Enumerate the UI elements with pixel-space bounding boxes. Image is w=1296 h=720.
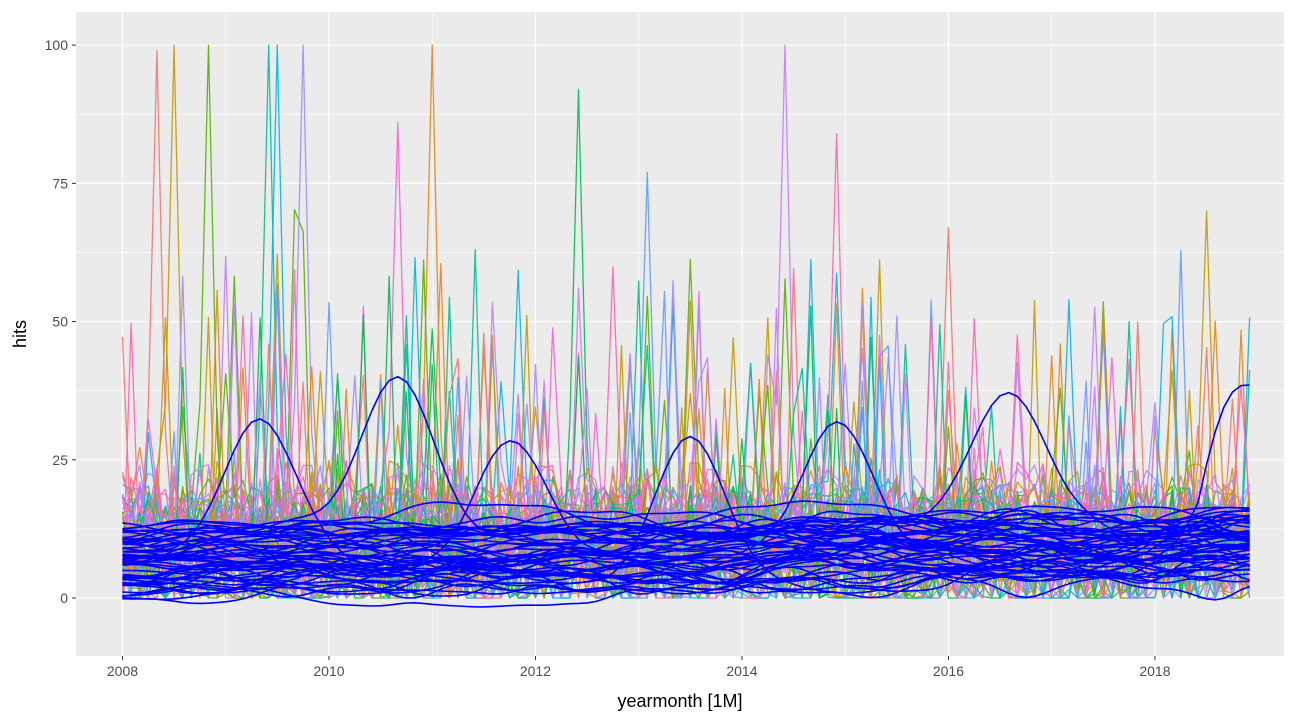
smooth-trend-line	[122, 513, 1250, 553]
smooth-trend-line	[122, 534, 1250, 570]
smooth-trend-line	[122, 535, 1250, 573]
smooth-trend-line	[122, 537, 1250, 573]
smooth-trend-line	[122, 553, 1250, 608]
smooth-trend-line	[122, 566, 1250, 595]
x-tick-label: 2010	[313, 663, 344, 679]
smooth-trend-line	[122, 509, 1250, 540]
x-axis: 2008 2010 2012 2014 2016 2018	[107, 656, 1171, 679]
smooth-trend-line	[122, 506, 1250, 552]
raw-series-line	[121, 289, 1251, 584]
x-tick-label: 2016	[933, 663, 964, 679]
x-tick-label: 2018	[1139, 663, 1170, 679]
y-tick-label: 0	[60, 590, 68, 606]
smooth-trend-line	[122, 540, 1250, 586]
y-axis-title: hits	[10, 320, 30, 348]
smooth-trend-line	[122, 539, 1250, 570]
smooth-trend-line	[122, 539, 1250, 587]
smooth-series-group	[122, 375, 1250, 608]
smooth-trend-line	[122, 375, 1250, 542]
x-tick-label: 2014	[726, 663, 757, 679]
y-tick-label: 100	[45, 37, 69, 53]
y-tick-label: 25	[52, 452, 68, 468]
smooth-trend-line	[122, 516, 1250, 569]
x-axis-title: yearmonth [1M]	[617, 691, 742, 711]
smooth-trend-line	[122, 531, 1250, 578]
smooth-trend-line	[122, 520, 1250, 553]
raw-series-line	[122, 345, 1251, 558]
raw-series-line	[121, 259, 1251, 598]
smooth-trend-line	[122, 554, 1250, 599]
x-tick-label: 2012	[520, 663, 551, 679]
y-tick-label: 75	[52, 175, 68, 191]
x-tick-label: 2008	[107, 663, 138, 679]
smooth-trend-line	[122, 564, 1250, 605]
smooth-trend-line	[122, 530, 1250, 572]
y-tick-label: 50	[52, 314, 68, 330]
smooth-trend-line	[122, 511, 1250, 545]
y-axis: 0 25 50 75 100	[45, 37, 76, 606]
